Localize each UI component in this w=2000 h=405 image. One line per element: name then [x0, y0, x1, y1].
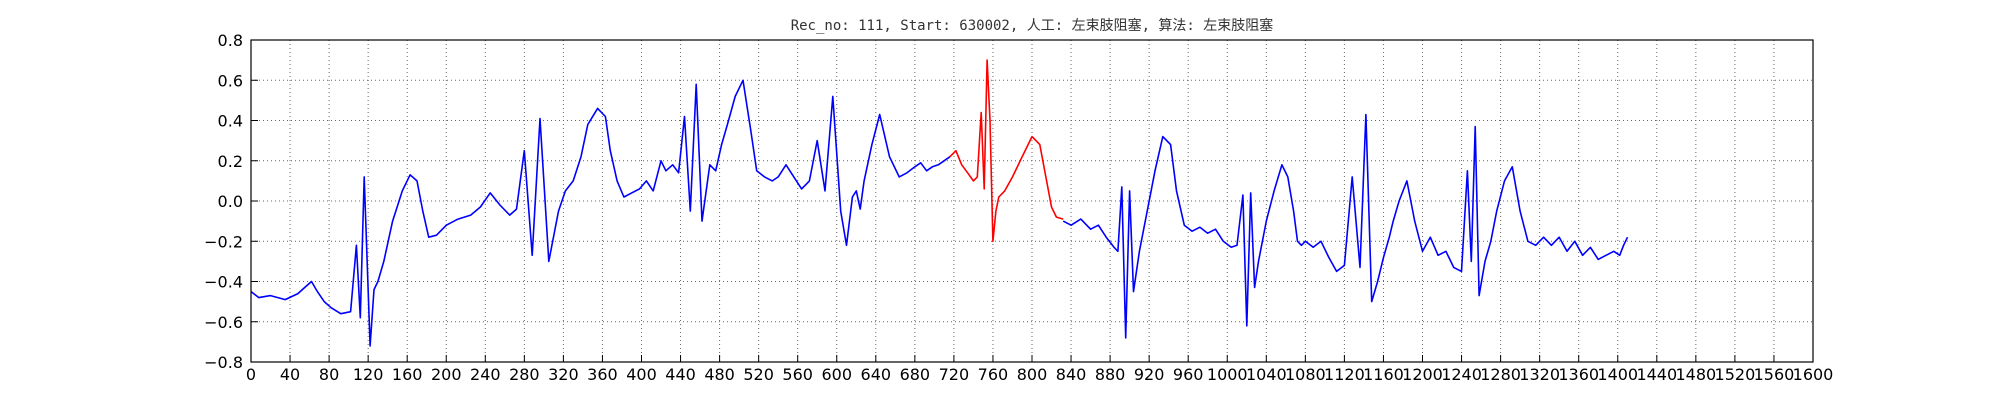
y-tick-label: 0.6	[218, 71, 243, 90]
y-tick-label: −0.6	[204, 313, 243, 332]
x-tick-label: 1200	[1402, 365, 1443, 384]
x-tick-label: 1160	[1363, 365, 1404, 384]
x-tick-label: 880	[1095, 365, 1126, 384]
x-tick-label: 120	[353, 365, 384, 384]
x-tick-label: 840	[1056, 365, 1087, 384]
x-tick-label: 320	[548, 365, 579, 384]
x-tick-label: 280	[509, 365, 540, 384]
x-tick-label: 1040	[1246, 365, 1287, 384]
x-tick-label: 0	[246, 365, 256, 384]
y-tick-label: −0.2	[204, 232, 243, 251]
x-tick-label: 440	[665, 365, 696, 384]
x-tick-label: 200	[431, 365, 462, 384]
y-tick-label: 0.4	[218, 112, 243, 131]
chart-title: Rec_no: 111, Start: 630002, 人工: 左束肢阻塞, 算…	[791, 17, 1274, 34]
x-tick-label: 1000	[1207, 365, 1248, 384]
x-tick-label: 640	[861, 365, 892, 384]
series-layer	[250, 59, 1629, 347]
axes: −0.8 −0.6 −0.4 −0.2 0.0 0.2 0.4 0.6 0.8 0 40 80 120 1…	[204, 31, 1833, 384]
x-tick-label: 560	[782, 365, 813, 384]
x-tick-label: 1080	[1285, 365, 1326, 384]
x-tick-label: 760	[978, 365, 1009, 384]
x-tick-label: 1360	[1558, 365, 1599, 384]
x-tick-label: 920	[1134, 365, 1165, 384]
x-tick-label: 960	[1173, 365, 1204, 384]
x-tick-label: 1480	[1675, 365, 1716, 384]
x-tick-label: 240	[470, 365, 501, 384]
x-tick-label: 800	[1017, 365, 1048, 384]
x-tick-label: 1320	[1519, 365, 1560, 384]
x-tick-label: 520	[743, 365, 774, 384]
x-tick-label: 1600	[1793, 365, 1834, 384]
x-tick-label: 600	[821, 365, 852, 384]
x-tick-label: 680	[900, 365, 931, 384]
x-tick-label: 1400	[1597, 365, 1638, 384]
series-line-1	[250, 79, 951, 347]
x-tick-label: 160	[392, 365, 423, 384]
x-tick-label: 1120	[1324, 365, 1365, 384]
x-tick-label: 1280	[1480, 365, 1521, 384]
x-tick-label: 720	[939, 365, 970, 384]
y-tick-label: 0.2	[218, 152, 243, 171]
y-tick-label: 0.0	[218, 192, 243, 211]
plot-frame	[250, 39, 1814, 363]
y-tick-label: −0.8	[204, 353, 243, 372]
x-tick-label: 360	[587, 365, 618, 384]
x-tick-label: 1440	[1636, 365, 1677, 384]
x-tick-label: 480	[704, 365, 735, 384]
y-tick-label: −0.4	[204, 273, 243, 292]
x-tick-label: 40	[280, 365, 300, 384]
x-tick-label: 1520	[1715, 365, 1756, 384]
y-tick-label: 0.8	[218, 31, 243, 50]
x-tick-label: 400	[626, 365, 657, 384]
series-line-2	[949, 59, 1064, 243]
series-line-3	[1062, 113, 1629, 339]
x-tick-label: 1240	[1441, 365, 1482, 384]
x-tick-label: 1560	[1754, 365, 1795, 384]
x-tick-label: 80	[319, 365, 339, 384]
